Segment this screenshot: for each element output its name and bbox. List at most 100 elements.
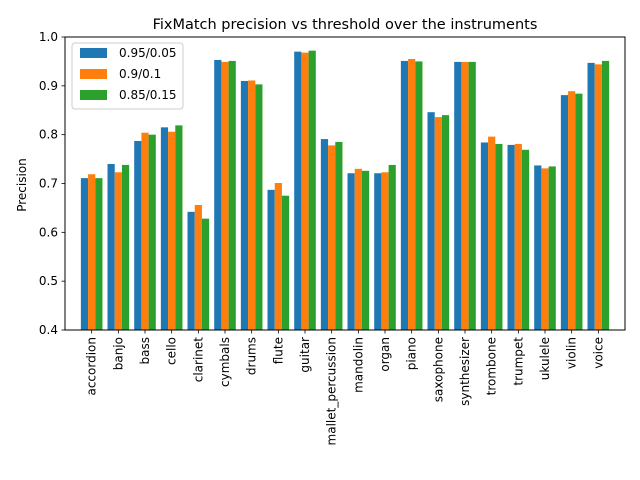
bar-clarinet-series-3: [201, 218, 210, 330]
bar-ukulele-series-1: [534, 165, 542, 330]
x-tick-label: guitar: [298, 337, 312, 373]
bar-banjo-series-1: [107, 163, 115, 330]
bar-flute-series-2: [274, 183, 282, 330]
bar-guitar-series-3: [308, 50, 316, 331]
legend-swatch: [80, 90, 107, 100]
bar-mandolin-series-2: [354, 168, 362, 330]
x-tick-label: saxophone: [431, 337, 445, 402]
bar-ukulele-series-3: [548, 166, 556, 330]
bar-organ-series-1: [374, 173, 382, 330]
bar-organ-series-3: [388, 164, 396, 330]
x-tick-label: bass: [138, 337, 152, 364]
y-tick-label: 0.4: [39, 323, 58, 337]
chart-title: FixMatch precision vs threshold over the…: [153, 17, 538, 33]
bar-cymbals-series-1: [214, 59, 222, 330]
x-tick-label: mallet_percussion: [325, 337, 339, 445]
bar-guitar-series-1: [294, 51, 302, 331]
bar-trumpet-series-1: [507, 144, 515, 330]
y-tick-label: 0.9: [39, 79, 58, 93]
x-tick-label: voice: [591, 337, 605, 369]
bar-violin-series-2: [568, 91, 576, 330]
bar-drums-series-2: [248, 80, 256, 331]
y-tick-label: 0.5: [39, 274, 58, 288]
bar-piano-series-3: [415, 61, 423, 331]
x-tick-label: mandolin: [351, 337, 365, 393]
legend-swatch: [80, 69, 107, 79]
bar-bass-series-3: [148, 134, 156, 330]
bar-banjo-series-2: [114, 172, 122, 330]
legend-entry-label: 0.9/0.1: [119, 67, 161, 81]
bar-mandolin-series-3: [361, 170, 370, 330]
bar-voice-series-2: [594, 64, 602, 330]
bar-clarinet-series-2: [194, 204, 202, 330]
bar-banjo-series-3: [121, 164, 130, 330]
bar-bass-series-2: [141, 132, 149, 330]
bar-saxophone-series-3: [441, 115, 450, 330]
bar-piano-series-2: [408, 58, 416, 330]
legend-entry-label: 0.85/0.15: [119, 88, 176, 102]
bar-synthesizer-series-2: [461, 61, 469, 330]
bar-flute-series-1: [267, 189, 275, 330]
x-tick-label: banjo: [111, 337, 125, 370]
x-tick-label: trombone: [485, 337, 499, 395]
x-tick-label: organ: [378, 337, 392, 372]
bar-mallet_percussion-series-2: [328, 145, 336, 330]
x-tick-label: cello: [165, 337, 179, 365]
x-tick-label: flute: [271, 337, 285, 364]
bar-voice-series-1: [587, 62, 595, 330]
bar-violin-series-3: [575, 93, 583, 331]
x-tick-label: synthesizer: [458, 337, 472, 406]
bar-accordion-series-3: [95, 178, 103, 330]
bar-trombone-series-1: [480, 142, 489, 330]
bar-mallet_percussion-series-1: [320, 139, 329, 330]
bar-saxophone-series-2: [434, 117, 442, 330]
bar-synthesizer-series-3: [468, 61, 476, 330]
bar-mallet_percussion-series-3: [335, 141, 343, 330]
x-tick-label: drums: [245, 337, 259, 375]
bar-cello-series-1: [160, 127, 169, 330]
bar-trombone-series-3: [495, 143, 503, 330]
plot-frame: [64, 36, 626, 331]
bar-cello-series-3: [175, 125, 183, 330]
x-tick-label: cymbals: [218, 337, 232, 387]
bar-organ-series-2: [381, 172, 389, 330]
bar-ukulele-series-2: [541, 168, 549, 330]
y-axis-label: Precision: [15, 158, 29, 212]
bar-synthesizer-series-1: [454, 61, 462, 330]
bar-trumpet-series-2: [514, 143, 522, 330]
bar-bass-series-1: [134, 141, 142, 330]
bar-trumpet-series-3: [521, 149, 530, 330]
bar-violin-series-1: [560, 95, 569, 330]
y-tick-label: 0.8: [39, 128, 58, 142]
bar-accordion-series-1: [80, 178, 89, 330]
bar-voice-series-3: [601, 60, 610, 331]
bars-group: [80, 50, 610, 331]
bar-accordion-series-2: [88, 174, 96, 330]
bar-drums-series-3: [255, 84, 263, 331]
y-tick-label: 0.6: [39, 225, 58, 239]
bar-cello-series-2: [168, 131, 176, 330]
bar-cymbals-series-2: [221, 61, 229, 330]
bar-mandolin-series-1: [347, 173, 355, 330]
x-tick-label: accordion: [85, 337, 99, 396]
legend-swatch: [80, 48, 107, 58]
x-tick-label: clarinet: [191, 337, 205, 383]
bar-drums-series-1: [240, 80, 249, 330]
bar-piano-series-1: [400, 60, 409, 331]
bar-flute-series-3: [281, 195, 290, 330]
x-tick-label: violin: [565, 337, 579, 369]
bar-cymbals-series-3: [228, 60, 236, 331]
legend: 0.95/0.05 0.9/0.1 0.85/0.15: [71, 42, 184, 110]
bar-saxophone-series-1: [427, 112, 435, 330]
bar-clarinet-series-1: [187, 211, 195, 330]
x-tick-label: ukulele: [538, 337, 552, 380]
y-axis-ticks: 0.4 0.5 0.6 0.7 0.8 0.9 1.0: [39, 30, 65, 337]
x-axis-ticks: accordion banjo bass cello clarinet cymbals dr…: [85, 330, 605, 445]
y-tick-label: 0.7: [39, 177, 58, 191]
x-tick-label: piano: [405, 337, 419, 370]
y-tick-label: 1.0: [39, 30, 58, 44]
bar-guitar-series-2: [301, 52, 309, 330]
x-tick-label: trumpet: [511, 337, 525, 386]
legend-entry-label: 0.95/0.05: [119, 46, 176, 60]
